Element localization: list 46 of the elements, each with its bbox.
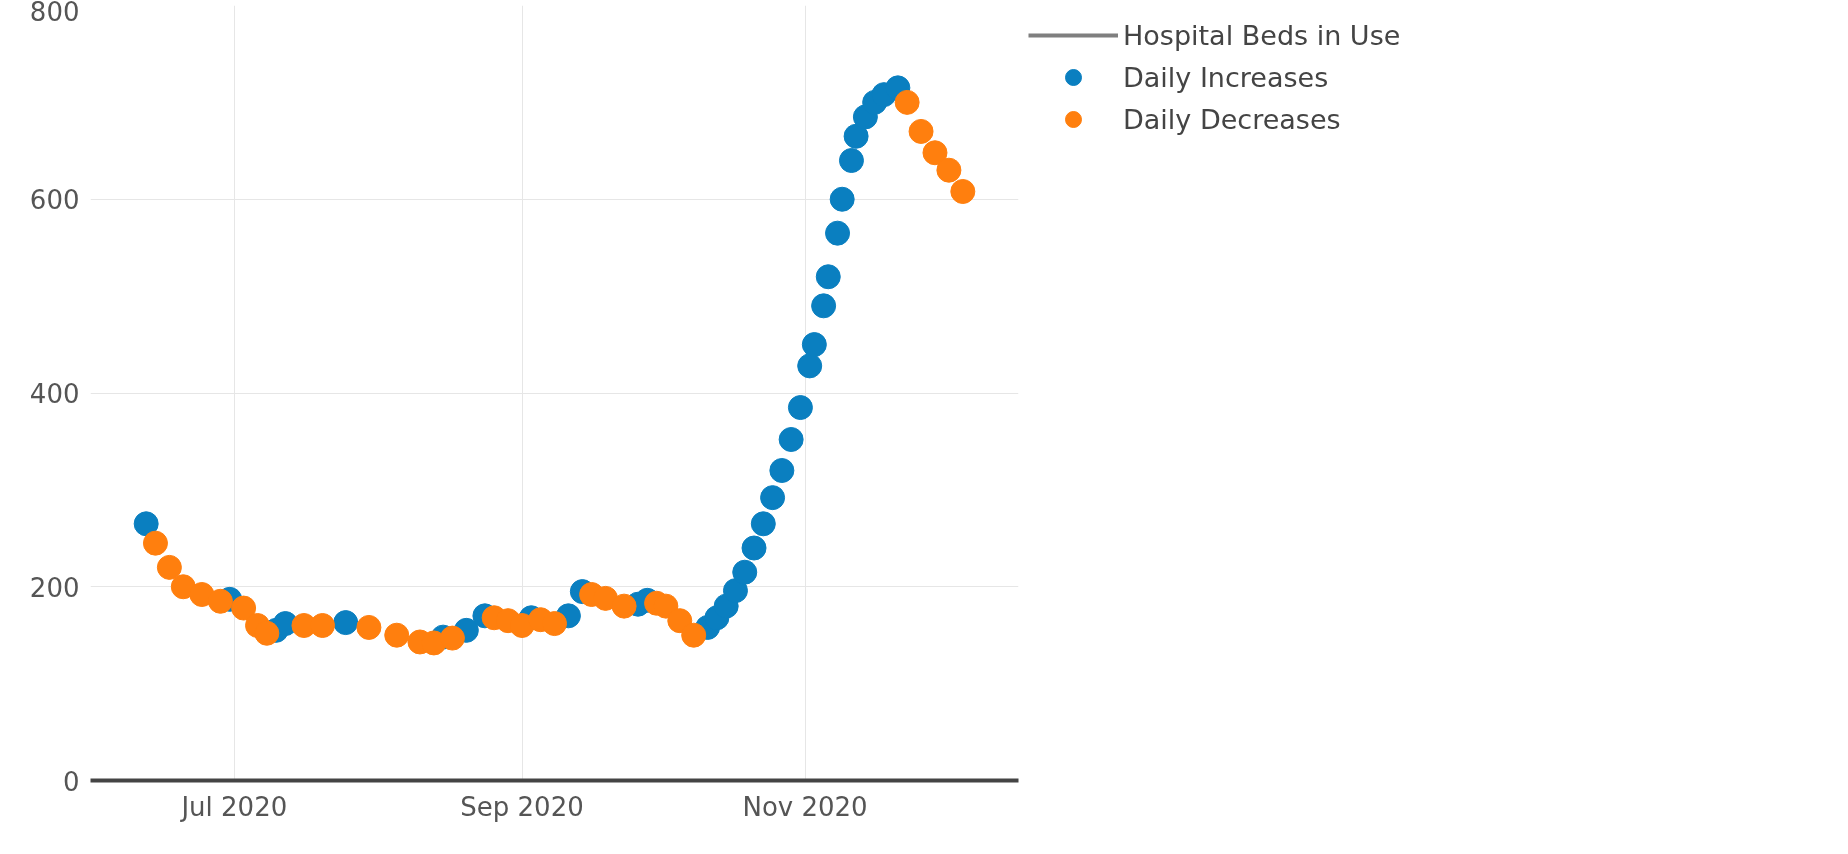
point — [722, 578, 748, 604]
point — [797, 353, 823, 379]
point — [732, 559, 758, 585]
point — [681, 622, 707, 648]
point — [825, 220, 851, 246]
point — [815, 264, 841, 290]
legend-label: Daily Decreases — [1123, 103, 1341, 135]
legend-label: Daily Increases — [1123, 61, 1329, 93]
y-tick-label: 200 — [29, 572, 80, 603]
x-tick-label: Jul 2020 — [179, 791, 288, 822]
point — [741, 535, 767, 561]
point — [760, 485, 786, 511]
point — [142, 530, 168, 556]
y-tick-label: 600 — [29, 185, 80, 216]
point — [843, 123, 869, 149]
point — [801, 332, 827, 358]
point — [750, 511, 776, 537]
point — [787, 395, 813, 421]
point — [936, 157, 962, 183]
point — [170, 574, 196, 600]
point — [950, 179, 976, 204]
point — [922, 140, 948, 166]
point — [908, 118, 934, 144]
point — [439, 625, 465, 651]
y-tick-label: 400 — [29, 379, 80, 409]
point — [811, 293, 837, 319]
point — [333, 610, 359, 636]
point — [611, 593, 637, 619]
point — [231, 595, 257, 621]
point — [769, 458, 795, 483]
y-tick-label: 800 — [29, 0, 80, 27]
x-tick-label: Sep 2020 — [460, 791, 584, 822]
point — [542, 611, 567, 637]
y-tick-label: 0 — [62, 766, 80, 797]
legend-label: Hospital Beds in Use — [1123, 19, 1401, 51]
point — [156, 554, 182, 580]
point — [829, 186, 855, 212]
point — [207, 588, 233, 614]
point — [384, 622, 410, 648]
point — [310, 613, 335, 638]
point — [778, 427, 804, 452]
x-tick-label: Nov 2020 — [742, 791, 868, 822]
point — [356, 614, 382, 640]
point — [133, 511, 159, 537]
point — [894, 89, 920, 115]
point — [838, 148, 864, 173]
